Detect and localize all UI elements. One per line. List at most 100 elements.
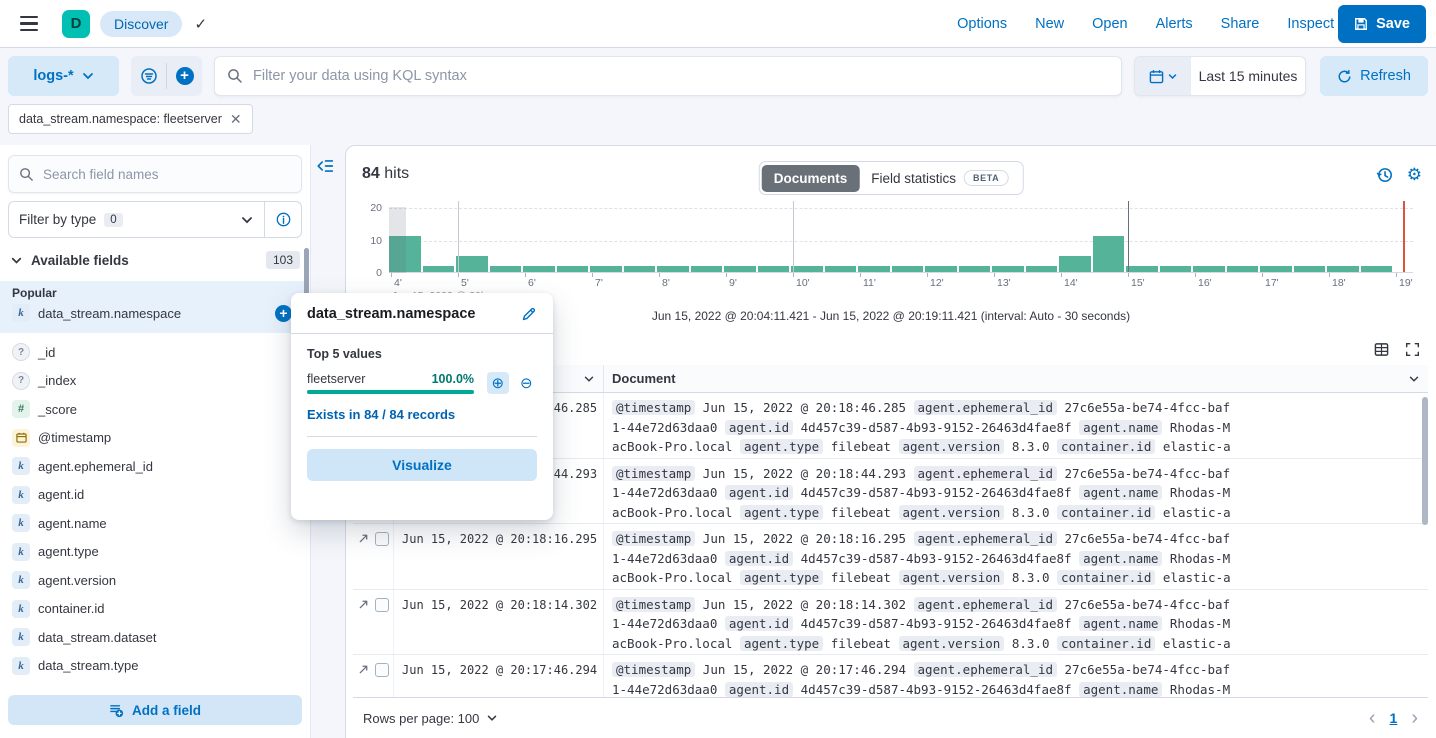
histogram-bar[interactable] xyxy=(389,236,421,272)
document-cell[interactable]: @timestamp Jun 15, 2022 @ 20:17:46.294 a… xyxy=(604,655,1428,697)
topbar-link-alerts[interactable]: Alerts xyxy=(1155,15,1193,32)
histogram-bar[interactable] xyxy=(422,265,454,272)
popular-field-item-data_stream.namespace[interactable]: k data_stream.namespace + xyxy=(12,300,292,326)
histogram-bar[interactable] xyxy=(1260,265,1292,272)
timestamp-cell[interactable]: Jun 15, 2022 @ 20:18:14.302 xyxy=(394,589,604,654)
field-item-agent.ephemeral_id[interactable]: k agent.ephemeral_id xyxy=(0,452,310,481)
document-cell[interactable]: @timestamp Jun 15, 2022 @ 20:18:44.293 a… xyxy=(604,459,1428,524)
histogram-bar[interactable] xyxy=(690,265,722,272)
field-item-_index[interactable]: ? _index xyxy=(0,367,310,396)
table-scrollbar[interactable] xyxy=(1422,397,1428,525)
histogram-bar[interactable] xyxy=(456,255,488,272)
chevron-down-icon[interactable] xyxy=(1408,373,1420,385)
edit-field-icon[interactable] xyxy=(521,306,537,322)
histogram-bar[interactable] xyxy=(523,265,555,272)
visualize-button[interactable]: Visualize xyxy=(307,449,537,481)
field-types-info-icon[interactable] xyxy=(265,212,301,227)
page-number[interactable]: 1 xyxy=(1389,710,1398,726)
histogram-bar[interactable] xyxy=(891,265,923,272)
filter-for-value-icon[interactable]: ⊕ xyxy=(487,372,509,394)
histogram-bar[interactable] xyxy=(1293,265,1325,272)
row-checkbox[interactable] xyxy=(375,532,389,546)
expand-row-icon[interactable] xyxy=(358,533,369,544)
histogram-plot-area[interactable] xyxy=(389,201,1413,273)
filter-out-value-icon[interactable]: ⊖ xyxy=(519,375,533,392)
histogram-bar[interactable] xyxy=(1193,265,1225,272)
kql-input[interactable] xyxy=(253,68,1109,84)
topbar-link-options[interactable]: Options xyxy=(957,15,1008,32)
field-item-container.id[interactable]: k container.id xyxy=(0,595,310,624)
remove-filter-icon[interactable]: ✕ xyxy=(229,110,242,127)
row-checkbox[interactable] xyxy=(375,597,389,612)
topbar-link-share[interactable]: Share xyxy=(1220,15,1260,32)
field-item-data_stream.type[interactable]: k data_stream.type xyxy=(0,652,310,681)
histogram-bar[interactable] xyxy=(1092,236,1124,272)
filter-by-type-button[interactable]: Filter by type 0 xyxy=(9,212,264,227)
previous-page-icon[interactable]: ‹ xyxy=(1368,706,1376,729)
histogram-bar[interactable] xyxy=(1159,265,1191,272)
timestamp-cell[interactable]: Jun 15, 2022 @ 20:17:46.294 xyxy=(394,655,604,697)
row-checkbox[interactable] xyxy=(375,663,389,677)
histogram-bar[interactable] xyxy=(623,265,655,272)
histogram-bar[interactable] xyxy=(556,265,588,272)
field-item-@timestamp[interactable]: @timestamp xyxy=(0,424,310,453)
topbar-link-new[interactable]: New xyxy=(1035,15,1065,32)
field-item-_id[interactable]: ? _id xyxy=(0,338,310,367)
menu-icon[interactable] xyxy=(10,5,48,43)
expand-row-icon[interactable] xyxy=(358,599,369,610)
histogram-bar[interactable] xyxy=(791,265,823,272)
histogram-bar[interactable] xyxy=(858,265,890,272)
histogram-bar[interactable] xyxy=(958,265,990,272)
histogram-bar[interactable] xyxy=(1025,265,1057,272)
histogram-bar[interactable] xyxy=(824,265,856,272)
field-search-input[interactable] xyxy=(43,166,291,182)
document-cell[interactable]: @timestamp Jun 15, 2022 @ 20:18:16.295 a… xyxy=(604,524,1428,589)
rows-per-page-button[interactable]: Rows per page: 100 xyxy=(363,711,498,726)
field-search-box[interactable] xyxy=(8,155,302,193)
histogram-bar[interactable] xyxy=(1226,265,1258,272)
histogram-bar[interactable] xyxy=(590,265,622,272)
add-filter-icon[interactable]: + xyxy=(167,56,202,96)
histogram-bar[interactable] xyxy=(1360,265,1392,272)
filter-pill[interactable]: data_stream.namespace: fleetserver ✕ xyxy=(8,104,253,134)
chevron-down-icon[interactable] xyxy=(583,373,595,385)
histogram-bar[interactable] xyxy=(489,265,521,272)
histogram-bar[interactable] xyxy=(657,265,689,272)
expand-row-icon[interactable] xyxy=(358,664,369,675)
time-range-button[interactable]: Last 15 minutes xyxy=(1198,68,1298,84)
available-fields-toggle[interactable]: Available fields 103 xyxy=(10,249,300,271)
topbar-link-open[interactable]: Open xyxy=(1092,15,1128,32)
field-item-data_stream.dataset[interactable]: k data_stream.dataset xyxy=(0,623,310,652)
field-item-agent.id[interactable]: k agent.id xyxy=(0,481,310,510)
saved-query-menu-icon[interactable] xyxy=(131,56,166,96)
calendar-menu-button[interactable] xyxy=(1135,57,1191,95)
histogram-bar[interactable] xyxy=(1059,255,1091,272)
histogram-bar[interactable] xyxy=(925,265,957,272)
histogram-bar[interactable] xyxy=(724,265,756,272)
kql-search-bar[interactable] xyxy=(214,56,1122,96)
field-item-agent.type[interactable]: k agent.type xyxy=(0,538,310,567)
header-document-column[interactable]: Document xyxy=(604,365,1428,392)
histogram-bar[interactable] xyxy=(1126,265,1158,272)
space-avatar[interactable]: D xyxy=(62,9,90,38)
document-cell[interactable]: @timestamp Jun 15, 2022 @ 20:18:46.285 a… xyxy=(604,393,1428,458)
fullscreen-icon[interactable] xyxy=(1405,342,1420,357)
exists-in-records-link[interactable]: Exists in 84 / 84 records xyxy=(307,407,456,422)
field-item-agent.name[interactable]: k agent.name xyxy=(0,509,310,538)
next-page-icon[interactable]: › xyxy=(1411,706,1418,729)
topbar-link-inspect[interactable]: Inspect xyxy=(1287,15,1335,32)
history-icon[interactable] xyxy=(1376,166,1393,183)
timestamp-cell[interactable]: Jun 15, 2022 @ 20:18:16.295 xyxy=(394,524,604,589)
field-item-_score[interactable]: # _score xyxy=(0,395,310,424)
save-button[interactable]: Save xyxy=(1338,4,1426,43)
histogram-bar[interactable] xyxy=(992,265,1024,272)
add-field-button[interactable]: Add a field xyxy=(8,695,302,725)
tab-documents[interactable]: Documents xyxy=(761,164,860,192)
add-field-filter-icon[interactable]: + xyxy=(275,304,292,322)
histogram-bar[interactable] xyxy=(757,265,789,272)
gear-icon[interactable]: ⚙ xyxy=(1406,165,1422,184)
document-cell[interactable]: @timestamp Jun 15, 2022 @ 20:18:14.302 a… xyxy=(604,590,1428,655)
data-view-picker[interactable]: logs-* xyxy=(8,56,119,96)
display-options-icon[interactable] xyxy=(1374,342,1389,357)
field-item-agent.version[interactable]: k agent.version xyxy=(0,566,310,595)
